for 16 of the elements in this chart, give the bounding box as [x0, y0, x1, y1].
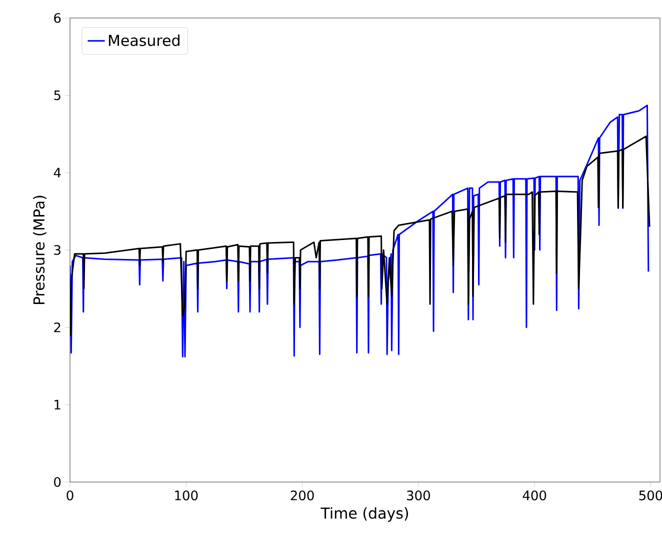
y-tick-label: 6 [54, 13, 61, 23]
y-tick-label: 3 [54, 245, 60, 255]
x-axis-title: Time (days) [320, 507, 408, 522]
y-tick-label: 2 [54, 322, 60, 332]
y-tick-label: 4 [54, 168, 61, 178]
x-tick-label: 400 [522, 490, 546, 500]
x-tick-label: 300 [407, 490, 430, 500]
x-tick-label: 500 [639, 490, 662, 500]
x-tick-label: 200 [290, 490, 314, 500]
y-tick-label: 1 [54, 400, 60, 410]
y-axis-title: Pressure (MPa) [33, 196, 46, 304]
legend-label: Measured [108, 34, 180, 46]
y-tick-label: 0 [54, 477, 61, 487]
x-tick-label: 0 [66, 490, 74, 500]
x-tick-label: 100 [175, 490, 198, 500]
y-tick-label: 5 [54, 90, 60, 100]
